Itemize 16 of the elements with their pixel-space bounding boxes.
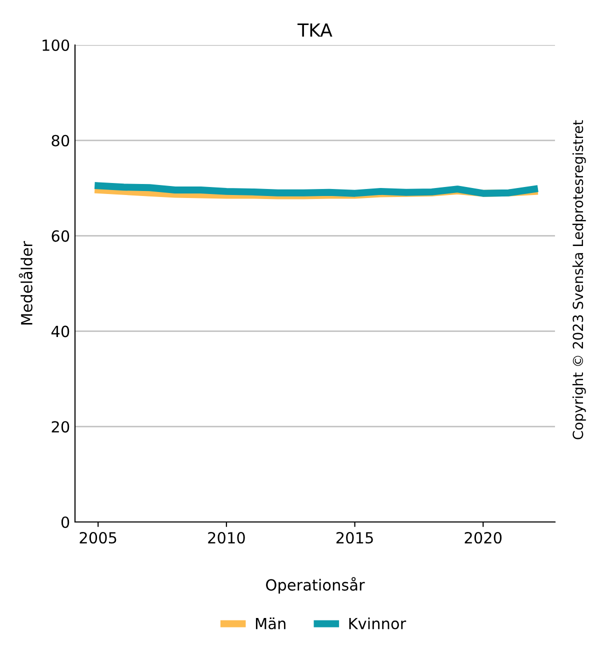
y-tick-label: 40 [51,326,70,338]
y-tick-label: 20 [52,421,70,433]
chart-title: TKA [297,24,332,37]
y-axis-title: Medelålder [18,241,32,324]
x-tick-label: 2005 [80,532,116,544]
x-axis-title: Operationsår [266,577,365,594]
y-tick-label: 0 [61,516,70,528]
legend-label: Kvinnor [349,617,406,630]
y-tick-label: 60 [52,230,70,242]
x-tick-label: 2015 [336,532,373,544]
legend-label: Män [256,618,286,630]
text: Copyright © 2023 Svenska Ledprotesregistret [572,120,586,440]
y-tick-label: 100 [42,39,70,52]
x-tick-label: 2020 [464,532,502,544]
x-tick-label: 2010 [208,532,245,544]
y-tick-label: 80 [52,134,70,146]
